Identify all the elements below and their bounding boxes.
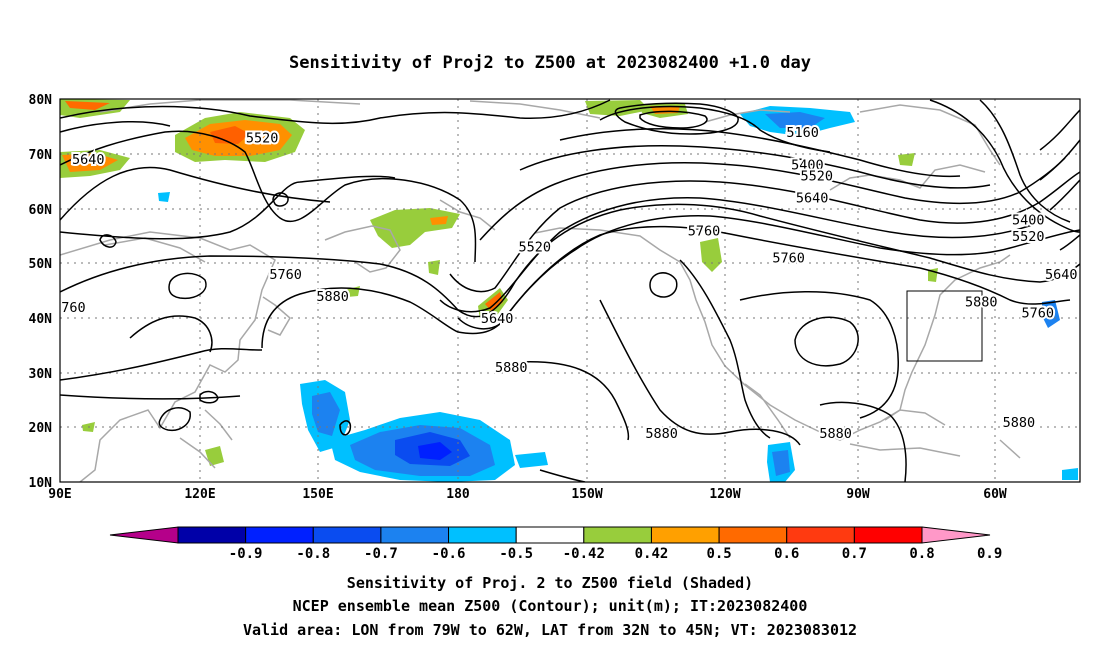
contour-label: 5520 [801,169,834,185]
y-tick-label: 40N [29,312,53,327]
y-tick-label: 60N [29,203,53,218]
contour-label: 5880 [645,426,678,442]
contour-label: 5760 [772,251,805,267]
shade-patch [515,452,548,468]
contour-label: 5640 [796,190,829,206]
colorbar: -0.9 -0.8 -0.7 -0.6 -0.5 -0.42 0.42 0.5 0.6 0.7 0.… [109,526,1002,562]
colorbar-swatch [448,526,517,544]
z500-contours [60,99,1080,482]
contour-label: 5520 [518,240,551,256]
colorbar-label: 0.42 [635,546,669,562]
graticule [60,99,1080,482]
colorbar-swatch [245,526,314,544]
shade-patch [65,101,110,110]
contour-label: 5880 [495,360,528,376]
contour-labels: 5520564051605400552056405760552057605760… [53,123,1079,444]
contour-label: 5520 [246,130,279,146]
colorbar-label: -0.6 [432,546,466,562]
x-tick-label: 60W [983,487,1007,502]
contour-label: 5640 [1045,267,1078,283]
contour-label: 5160 [786,125,819,141]
shade-patch [700,238,722,272]
colorbar-label: 0.6 [774,546,799,562]
shade-patch [485,292,503,312]
caption-line-1: Sensitivity of Proj. 2 to Z500 field (Sh… [347,574,753,592]
contour-label: 5880 [1003,415,1036,431]
caption-line-3: Valid area: LON from 79W to 62W, LAT fro… [243,621,857,639]
colorbar-swatch [380,526,450,544]
contour-label: 5760 [53,300,86,316]
contour-label: 5520 [1012,229,1045,245]
colorbar-label: 0.8 [909,546,934,562]
colorbar-swatch [177,526,247,544]
shade-patch [772,450,790,476]
caption: Sensitivity of Proj. 2 to Z500 field (Sh… [243,574,857,639]
colorbar-swatch [583,526,652,544]
contour-label: 5880 [965,294,998,310]
contour-label: 5640 [72,152,105,168]
contour-label: 5400 [791,158,824,174]
shade-patch [312,392,340,436]
negative-sensitivity-shading [158,106,1078,482]
contour-label: 5400 [1012,212,1045,228]
shade-patch [428,260,440,275]
contour-label: 5880 [316,289,349,305]
chart-title: Sensitivity of Proj2 to Z500 at 20230824… [289,53,811,73]
colorbar-label: -0.5 [499,546,533,562]
shade-patch [210,126,250,144]
colorbar-end-min [109,526,179,544]
y-tick-label: 80N [29,93,53,108]
colorbar-swatch [650,526,720,544]
colorbar-swatch [853,526,923,544]
colorbar-swatch [515,526,585,544]
x-tick-label: 90W [846,487,870,502]
x-tick-label: 120E [184,487,215,502]
shade-patch [158,192,170,202]
x-tick-label: 120W [709,487,740,502]
x-tick-label: 90E [48,487,71,502]
shade-patch [765,112,825,128]
colorbar-end-max [921,526,991,544]
y-tick-label: 10N [29,476,53,491]
caption-line-2: NCEP ensemble mean Z500 (Contour); unit(… [293,597,808,615]
colorbar-label: 0.9 [977,546,1002,562]
contour-label: 5880 [819,426,852,442]
colorbar-swatch [718,526,788,544]
shade-patch [418,442,452,460]
colorbar-label: 0.5 [706,546,731,562]
contour-label: 5760 [688,223,721,239]
map-frame [59,98,1081,483]
x-tick-label: 180 [446,487,470,502]
shade-patch [1042,300,1060,328]
y-tick-label: 50N [29,257,53,272]
valid-area-box [906,290,983,362]
y-axis-ticks: 80N 70N 60N 50N 40N 30N 20N 10N [29,93,53,491]
colorbar-label: -0.7 [364,546,398,562]
map-area: 5520564051605400552056405760552057605760… [53,98,1081,483]
y-tick-label: 20N [29,421,53,436]
colorbar-label: 0.7 [842,546,867,562]
shade-patch [898,153,915,166]
y-tick-label: 70N [29,148,53,163]
colorbar-swatch [786,526,855,544]
colorbar-label: -0.8 [296,546,330,562]
colorbar-swatch [312,526,382,544]
y-tick-label: 30N [29,367,53,382]
x-tick-label: 150W [571,487,602,502]
x-axis-ticks: 90E 120E 150E 180 150W 120W 90W 60W [48,487,1007,502]
x-tick-label: 150E [302,487,333,502]
shade-patch [430,216,448,225]
contour-label: 5760 [1021,305,1054,321]
shade-patch [205,446,224,466]
shade-patch [1062,468,1078,480]
colorbar-label: -0.9 [229,546,263,562]
contour-label: 5760 [269,267,302,283]
colorbar-label: -0.42 [563,546,605,562]
contour-label: 5640 [481,311,514,327]
